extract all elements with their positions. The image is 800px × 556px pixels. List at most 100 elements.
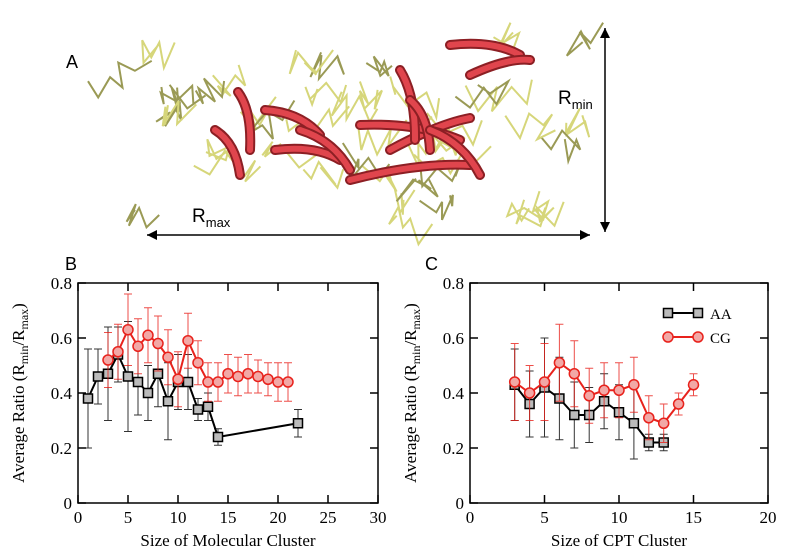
- marker: [172, 373, 184, 385]
- r-max-label: Rmax: [192, 206, 231, 230]
- x-tick-label: 20: [760, 508, 777, 527]
- x-tick-label: 5: [124, 508, 133, 527]
- marker: [162, 396, 174, 407]
- marker: [212, 376, 224, 388]
- y-tick-label: 0.8: [443, 274, 464, 293]
- panel-label: C: [425, 254, 438, 274]
- marker: [692, 307, 704, 319]
- marker: [212, 431, 224, 443]
- x-axis-title: Size of CPT Cluster: [551, 531, 687, 550]
- marker: [569, 409, 580, 421]
- y-tick-label: 0: [64, 494, 73, 513]
- marker: [82, 393, 94, 404]
- marker: [672, 398, 685, 410]
- x-tick-label: 20: [270, 508, 287, 527]
- y-tick-label: 0.2: [443, 439, 464, 458]
- x-tick-label: 5: [540, 508, 549, 527]
- marker: [192, 357, 204, 369]
- r-base: R: [192, 206, 206, 227]
- marker: [112, 346, 124, 358]
- marker: [583, 390, 595, 402]
- chart: B 0 5 10 15 20 25 30 0 0.2 0.4 0.6 0.8 Size of Molecu…: [9, 254, 387, 550]
- y-axis-title-part: Average Ratio (R: [401, 364, 420, 483]
- y-axis-title: Average Ratio (Rmin/Rmax): [401, 303, 423, 483]
- y-axis-title-sub: max: [409, 309, 423, 330]
- backbone-trace: [309, 52, 345, 82]
- beta-strand: [212, 127, 243, 178]
- marker: [538, 376, 551, 388]
- beta-strand: [467, 56, 533, 78]
- beta-strand: [235, 89, 254, 153]
- marker: [162, 351, 174, 363]
- backbone-trace: [464, 79, 533, 113]
- beta-strand: [447, 40, 523, 58]
- backbone-trace: [388, 204, 434, 247]
- marker: [687, 379, 700, 391]
- beta-strand: [407, 97, 433, 153]
- x-tick-label: 15: [220, 508, 237, 527]
- r-sub: min: [572, 97, 593, 112]
- marker: [282, 376, 294, 388]
- backbone-trace: [358, 81, 383, 111]
- backbone-trace: [515, 190, 550, 228]
- backbone-trace: [504, 111, 556, 142]
- backbone-trace: [535, 201, 565, 228]
- marker: [122, 324, 134, 336]
- marker: [202, 376, 214, 388]
- marker: [182, 335, 194, 347]
- marker: [222, 368, 234, 380]
- backbone-trace: [419, 164, 461, 189]
- marker: [523, 387, 536, 399]
- backbone-trace: [194, 77, 226, 105]
- backbone-trace: [141, 39, 176, 72]
- marker: [192, 404, 204, 415]
- y-axis-title-sub: min: [409, 346, 423, 365]
- marker: [132, 340, 144, 352]
- marker: [102, 354, 114, 366]
- marker: [92, 371, 104, 382]
- marker: [628, 379, 640, 391]
- marker: [662, 331, 674, 343]
- beta-strand: [347, 161, 473, 183]
- y-tick-label: 0: [456, 494, 465, 513]
- y-axis-title: Average Ratio (Rmin/Rmax): [9, 303, 31, 483]
- r-sub: max: [206, 215, 231, 230]
- marker: [553, 357, 566, 369]
- backbone-trace: [87, 59, 153, 100]
- beta-strand: [297, 127, 353, 173]
- backbone-trace: [361, 165, 398, 193]
- beta-strand: [427, 127, 483, 178]
- y-axis-title-sub: min: [17, 346, 31, 365]
- backbone-trace: [365, 55, 393, 78]
- backbone-trace: [565, 22, 604, 57]
- x-tick-label: 30: [370, 508, 387, 527]
- y-tick-label: 0.6: [443, 329, 464, 348]
- marker: [252, 370, 264, 383]
- x-tick-label: 10: [611, 508, 628, 527]
- r-base: R: [558, 88, 572, 109]
- y-axis-title-sub: max: [17, 309, 31, 330]
- backbone-trace: [261, 141, 318, 169]
- marker: [662, 307, 674, 319]
- marker: [122, 371, 134, 382]
- chart: C 0 5 10 15 20 0 0.2 0.4 0.6 0.8 Size of CPT Cluste…: [401, 254, 777, 550]
- backbone-trace: [302, 160, 345, 190]
- legend-label: AA: [710, 307, 732, 323]
- marker: [292, 418, 304, 429]
- backbone-trace: [540, 128, 582, 165]
- backbone-trace: [161, 100, 198, 127]
- legend-label: CG: [710, 331, 731, 347]
- x-tick-label: 10: [170, 508, 187, 527]
- marker: [152, 337, 164, 350]
- y-axis-title-part: /R: [9, 329, 28, 346]
- backbone-trace: [505, 201, 545, 223]
- y-tick-label: 0.4: [443, 384, 465, 403]
- y-axis-title-part: ): [401, 303, 420, 309]
- y-axis-title-part: Average Ratio (R: [9, 364, 28, 483]
- backbone-trace: [454, 78, 511, 110]
- marker: [272, 376, 284, 388]
- marker: [692, 331, 704, 343]
- y-tick-label: 0.8: [51, 274, 72, 293]
- backbone-trace: [288, 49, 334, 76]
- panel-label: A: [66, 52, 78, 72]
